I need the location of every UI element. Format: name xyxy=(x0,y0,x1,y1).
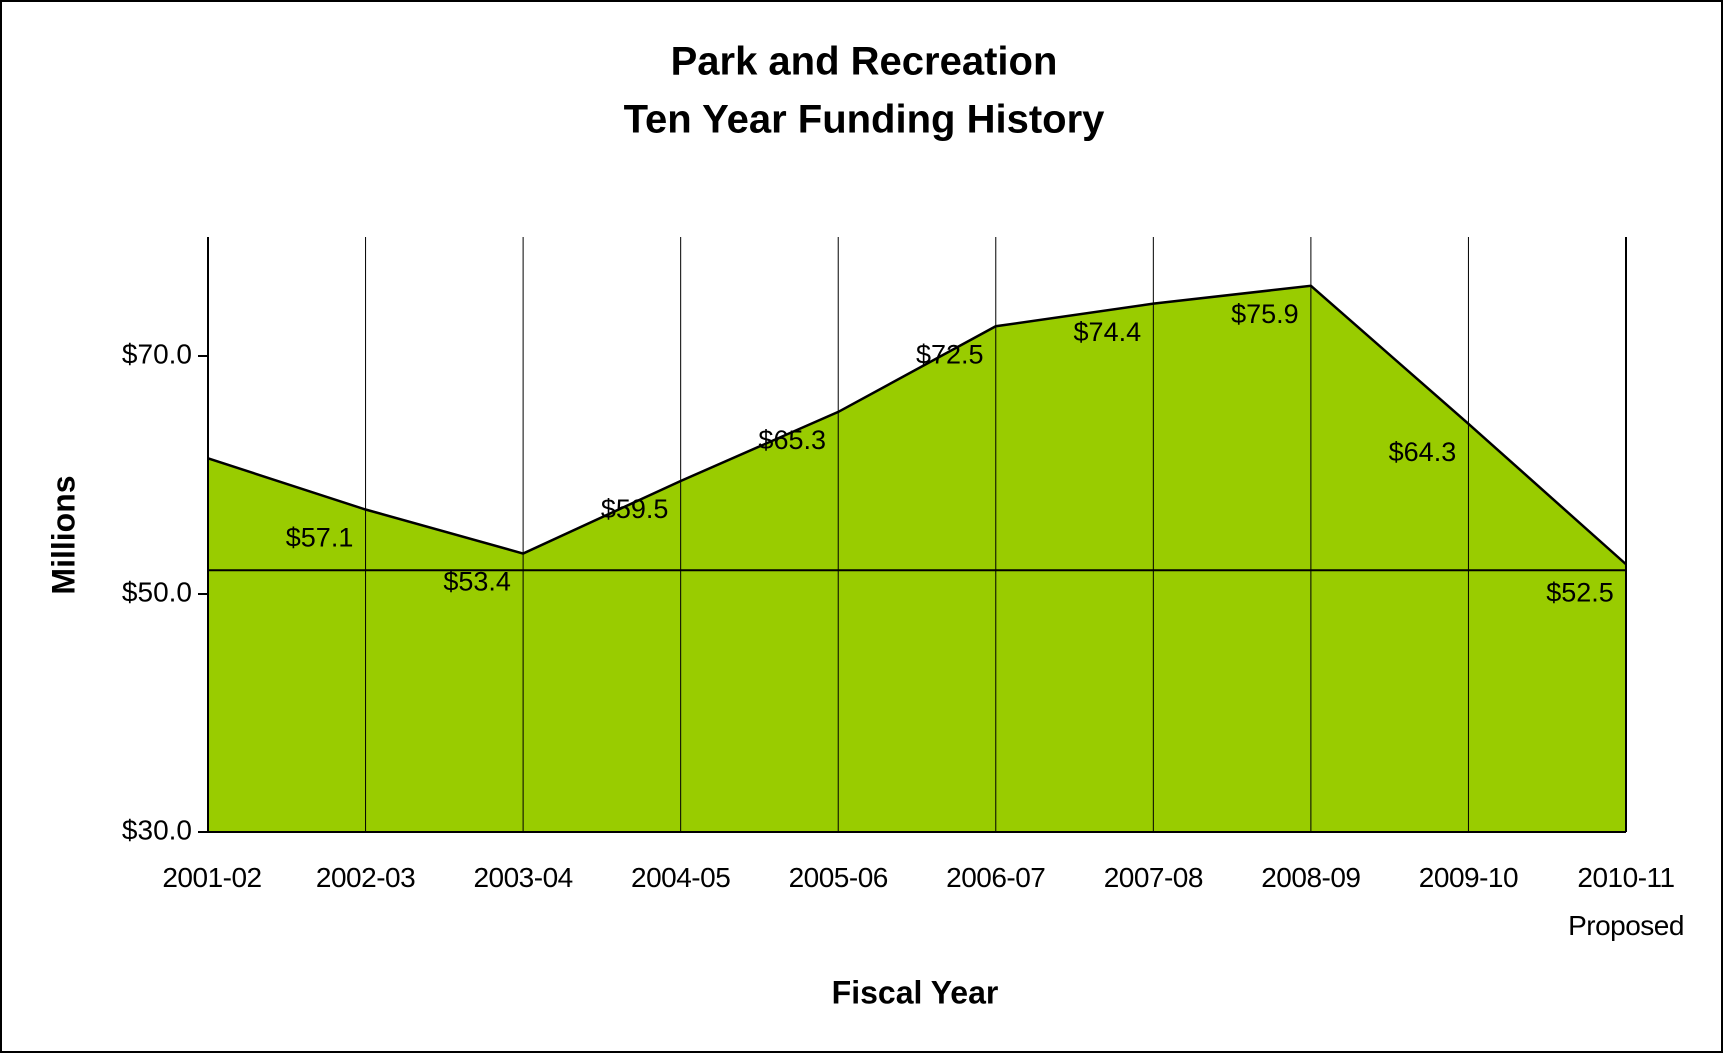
data-label: $57.1 xyxy=(286,523,354,553)
x-tick-label: 2008-09 xyxy=(1261,862,1361,893)
data-label: $65.3 xyxy=(758,425,826,455)
y-tick-label: $50.0 xyxy=(122,576,192,607)
data-label: $64.3 xyxy=(1389,437,1457,467)
data-label: $52.5 xyxy=(1546,577,1614,607)
x-tick-label: 2001-02 xyxy=(162,862,262,893)
data-label: $74.4 xyxy=(1074,317,1142,347)
chart-title: Park and Recreation xyxy=(671,40,1058,84)
x-tick-label: 2002-03 xyxy=(315,862,416,893)
x-tick-label: 2010-11 Proposed xyxy=(1568,862,1684,941)
data-label: $72.5 xyxy=(916,339,984,369)
y-tick-label: $70.0 xyxy=(122,338,192,369)
x-tick-label: 2005-06 xyxy=(788,862,889,893)
x-tick-label: 2004-05 xyxy=(631,862,731,893)
y-axis-label: Millions xyxy=(45,475,81,594)
x-axis-label: Fiscal Year xyxy=(832,974,999,1010)
data-label: $75.9 xyxy=(1231,299,1299,329)
data-label: $53.4 xyxy=(443,567,511,597)
x-tick-label: 2007-08 xyxy=(1103,862,1204,893)
data-label: $59.5 xyxy=(601,494,669,524)
x-tick-label: 2009-10 xyxy=(1418,862,1519,893)
x-tick-label: 2006-07 xyxy=(946,862,1046,893)
line xyxy=(207,284,1627,566)
area xyxy=(208,285,1626,832)
chart-subtitle: Ten Year Funding History xyxy=(624,98,1106,142)
x-tick-label: 2003-04 xyxy=(473,862,573,893)
y-tick-label: $30.0 xyxy=(122,814,192,845)
